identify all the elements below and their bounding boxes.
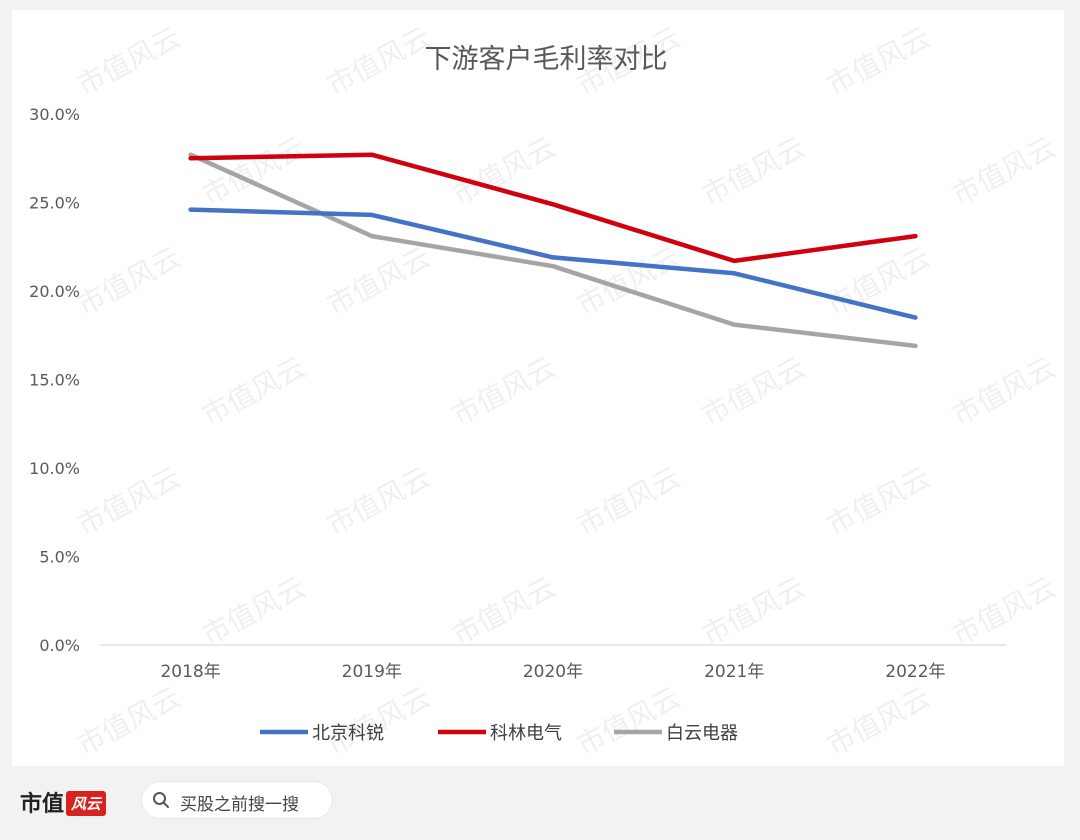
- x-tick-label: 2019年: [342, 662, 402, 682]
- y-tick-label: 5.0%: [39, 548, 80, 567]
- legend-label: 白云电器: [666, 723, 738, 744]
- axes: 0.0% 5.0% 10.0% 15.0% 20.0% 25.0% 30.0% 2018年 20…: [29, 105, 1006, 682]
- legend-label: 科林电气: [490, 723, 562, 744]
- line-chart: 下游客户毛利率对比 0.0% 5.0% 10.0% 15.0% 20.0% 25.0% 30…: [29, 44, 1006, 744]
- series-layer: [188, 152, 918, 349]
- x-tick-label: 2021年: [704, 662, 764, 682]
- y-tick-label: 25.0%: [29, 194, 80, 213]
- search-placeholder: 买股之前搜一搜: [180, 795, 299, 815]
- x-tick-label: 2018年: [160, 662, 220, 682]
- y-tick-label: 20.0%: [29, 282, 80, 301]
- chart-title: 下游客户毛利率对比: [425, 44, 668, 75]
- legend-label: 北京科锐: [312, 723, 384, 744]
- x-tick-label: 2020年: [523, 662, 583, 682]
- y-tick-label: 15.0%: [29, 371, 80, 390]
- brand-badge: 风云: [66, 791, 107, 816]
- legend: 北京科锐 科林电气 白云电器: [260, 723, 738, 744]
- search-icon: [153, 792, 169, 808]
- brand-prefix: 市值: [20, 791, 65, 817]
- series-line-2: [188, 152, 918, 264]
- series-line-1: [188, 207, 918, 320]
- brand-logo: 市值 风云: [20, 786, 107, 818]
- series-line-3: [188, 152, 918, 349]
- y-tick-label: 0.0%: [39, 636, 80, 655]
- chart-card: 市值风云 市值风云 市值风云 市值风云 市值风云 市值风云 市值风云 市值风云 市值风云 市值风云…: [12, 10, 1064, 766]
- footer-bar: 市值 风云 买股之前搜一搜: [0, 766, 1080, 840]
- x-tick-label: 2022年: [885, 662, 945, 682]
- search-box[interactable]: 买股之前搜一搜: [142, 782, 332, 818]
- y-tick-label: 10.0%: [29, 459, 80, 478]
- y-tick-label: 30.0%: [29, 105, 80, 124]
